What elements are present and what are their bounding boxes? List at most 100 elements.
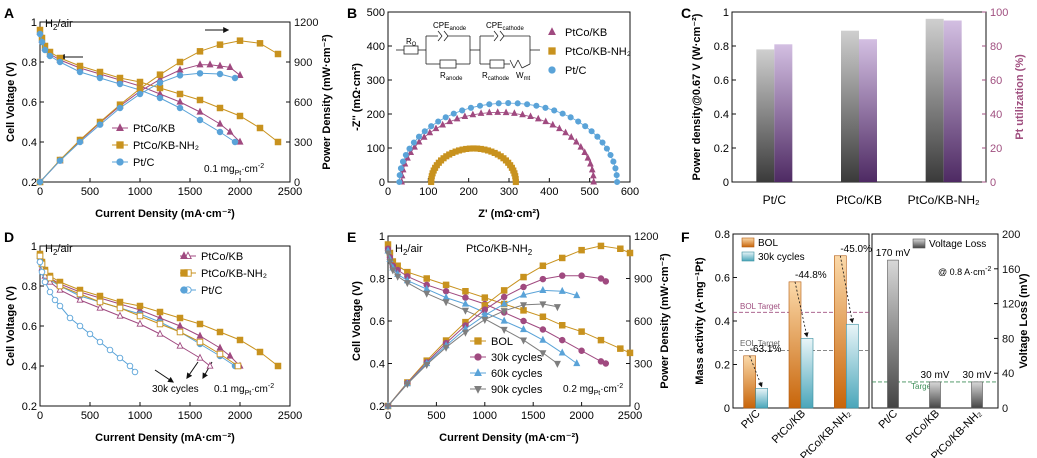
panel-d-series-5-point bbox=[38, 268, 46, 276]
panel-d-xtick-label: 1000 bbox=[128, 410, 152, 422]
panel-b-series-0-point bbox=[588, 165, 596, 173]
panel-e-series-4-point bbox=[617, 245, 624, 252]
panel-a-series-3-point bbox=[216, 61, 224, 69]
panel-b-series-2-point bbox=[397, 165, 404, 172]
panel-d-series-5-point bbox=[96, 338, 104, 346]
panel-c-category-label: PtCo/KB bbox=[836, 193, 882, 207]
panel-b-ylabel: -Z'' (mΩ·cm²) bbox=[351, 63, 363, 131]
panel-d-series-1-point bbox=[156, 308, 164, 316]
panel-b-series-2-point bbox=[588, 128, 595, 135]
panel-d-series-3-point bbox=[56, 285, 64, 293]
panel-e-series-3-point bbox=[386, 258, 394, 266]
panel-e-y2tick-label: 600 bbox=[634, 316, 652, 328]
panel-e-xlabel: Current Density (mA·cm⁻²) bbox=[439, 432, 579, 444]
panel-d-series-5-point bbox=[86, 330, 94, 338]
panel-b-series-0-point bbox=[453, 114, 461, 122]
panel-b-series-0-point bbox=[573, 137, 580, 145]
panel-f-right-y2tick-label: 200 bbox=[1002, 229, 1020, 241]
panel-e-series-6-point bbox=[500, 299, 508, 307]
panel-e-xtick-label: 1000 bbox=[473, 410, 497, 422]
panel-b-series-2-point bbox=[613, 172, 620, 179]
panel-a-legend-0-swatch bbox=[116, 123, 124, 132]
panel-a-series-4-point bbox=[136, 85, 144, 92]
panel-e-series-0-point bbox=[578, 328, 585, 335]
panel-f-bar-voltage-loss bbox=[929, 381, 941, 409]
panel-b-xtick-label: 600 bbox=[621, 186, 639, 198]
panel-b-series-2-point bbox=[610, 158, 617, 165]
panel-e-series-1-point bbox=[558, 336, 566, 344]
panel-b-series-2-point bbox=[567, 114, 574, 121]
panel-f-left-ytick-label: 0 bbox=[724, 403, 730, 415]
panel-c-bar-utilization bbox=[859, 39, 877, 183]
panel-a-ylabel: Cell Voltage (V) bbox=[5, 62, 17, 142]
panel-f-bar-30k bbox=[846, 323, 859, 409]
panel-d-series-5-point bbox=[116, 354, 124, 362]
panel-c-ytick-label: 0.4 bbox=[714, 109, 729, 121]
panel-e-ylabel: Cell Voltage (V) bbox=[351, 281, 363, 361]
panel-e-series-1-point bbox=[602, 360, 610, 367]
panel-c-category-label: Pt/C bbox=[763, 193, 787, 207]
panel-a-xtick-label: 500 bbox=[81, 186, 99, 198]
panel-e-series-5-point bbox=[602, 278, 610, 285]
panel-b-series-2-point bbox=[551, 107, 558, 114]
panel-b-series-0-point bbox=[590, 177, 598, 185]
panel-b-series-2-point bbox=[406, 145, 413, 152]
circuit-r-cathode-label: Rcathode bbox=[482, 71, 510, 82]
panel-b-series-0-point bbox=[590, 171, 597, 179]
panel-a-xtick-label: 2000 bbox=[228, 186, 252, 198]
panel-e-series-3-point bbox=[389, 267, 397, 275]
panel-a-series-0-point bbox=[196, 107, 204, 115]
panel-a-y2tick-label: 900 bbox=[294, 57, 312, 69]
panel-e-y2label: Power Density (mW·cm⁻²) bbox=[659, 253, 671, 389]
panel-e-ytick-label: 0.2 bbox=[370, 401, 385, 413]
panel-e-series-4-line bbox=[387, 245, 631, 407]
panel-a-series-1-point bbox=[156, 84, 164, 92]
panel-a-legend-2-label: Pt/C bbox=[133, 157, 154, 169]
panel-e-xtick-label: 500 bbox=[427, 410, 445, 422]
panel-e-series-7-point bbox=[442, 344, 450, 352]
panel-e-legend-0-swatch bbox=[474, 337, 482, 345]
panel-b-series-0-point bbox=[581, 148, 589, 156]
panel-d-series-4-point bbox=[176, 328, 184, 336]
vl-target-label: Target bbox=[911, 382, 934, 391]
panel-b-series-0-point bbox=[426, 128, 434, 136]
panel-b-legend-1-swatch bbox=[548, 47, 556, 55]
panel-b-ytick-label: 100 bbox=[367, 143, 385, 155]
panel-a-legend-2-swatch bbox=[116, 158, 124, 166]
panel-c-bar-power bbox=[756, 49, 775, 183]
panel-d-series-3-point bbox=[76, 295, 84, 303]
panel-b-series-0-point bbox=[420, 133, 428, 140]
panel-b-legend-1-label: PtCo/KB-NH₂ bbox=[565, 46, 631, 58]
panel-a: A H2/air 0.1 mgPt·cm-2 bbox=[4, 5, 264, 177]
panel-e-series-3-point bbox=[394, 273, 402, 281]
panel-b-ytick-label: 300 bbox=[367, 75, 385, 87]
panel-e-series-3-point bbox=[519, 337, 528, 345]
panel-d-arrow-1 bbox=[154, 369, 174, 383]
panel-d-series-4-point bbox=[136, 312, 144, 320]
panel-a-series-2-point bbox=[176, 104, 184, 112]
panel-e-ytick-label: 0.8 bbox=[370, 274, 385, 286]
panel-f-bar-bol bbox=[788, 281, 802, 409]
panel-a-series-2-point bbox=[116, 80, 124, 88]
panel-a-series-5-point bbox=[216, 70, 224, 78]
panel-d-series-3-point bbox=[206, 361, 214, 369]
panel-a-xtick-label: 0 bbox=[37, 186, 43, 198]
circuit-r-cathode bbox=[489, 59, 505, 69]
panel-d-series-1-point bbox=[196, 320, 204, 328]
vl-note: @ 0.8 A·cm-2 bbox=[938, 266, 991, 277]
panel-a-xtick-label: 2500 bbox=[278, 186, 302, 198]
panel-e: E H2/air PtCo/KB-NH2 0.2 mgPt·cm-2 bbox=[347, 229, 623, 397]
panel-a-series-5-point bbox=[156, 79, 164, 86]
panel-e-series-2-point bbox=[558, 348, 566, 356]
panel-a-series-3-point bbox=[196, 60, 204, 68]
panel-b-series-0-point bbox=[556, 124, 563, 132]
panel-d-series-5-point bbox=[56, 302, 64, 310]
panel-b-series-2-point bbox=[467, 104, 474, 111]
panel-a-gas: H2/air bbox=[45, 18, 73, 32]
panel-f-bar-bol bbox=[743, 355, 756, 409]
panel-d-series-1-point bbox=[236, 336, 244, 344]
panel-b-series-2-point bbox=[428, 123, 435, 130]
panel-b: B RΩ CPEanode CPEcathode Ranode Rcathode… bbox=[347, 5, 540, 82]
panel-b-series-0-point bbox=[577, 142, 585, 150]
panel-e-series-1-point bbox=[520, 317, 527, 325]
